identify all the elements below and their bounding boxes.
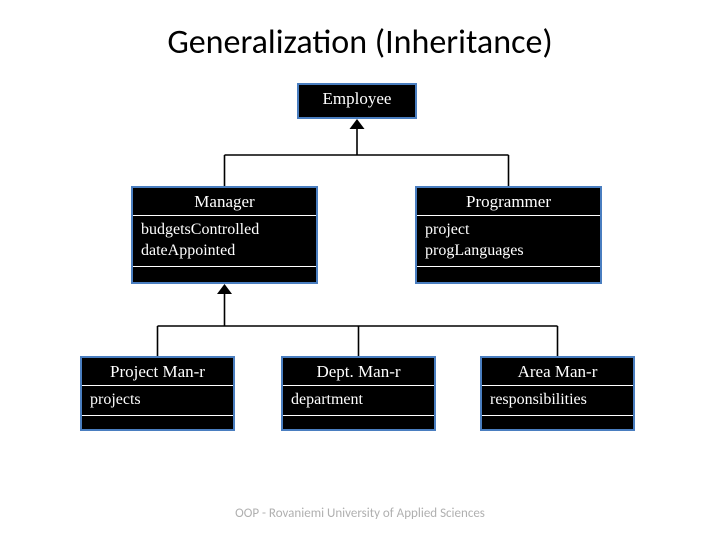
class-name: Dept. Man-r <box>283 358 434 386</box>
class-operations <box>283 415 434 429</box>
class-name: Area Man-r <box>482 358 633 386</box>
class-name: Employee <box>299 85 415 112</box>
class-attributes: budgetsControlled dateAppointed <box>133 216 316 266</box>
class-attributes: responsibilities <box>482 386 633 415</box>
class-box-manager: ManagerbudgetsControlled dateAppointed <box>131 186 318 284</box>
connector-layer <box>0 0 720 540</box>
class-attributes: projects <box>82 386 233 415</box>
class-box-projectmanr: Project Man-rprojects <box>80 356 235 431</box>
class-attributes: department <box>283 386 434 415</box>
class-name: Programmer <box>417 188 600 216</box>
class-operations <box>482 415 633 429</box>
footer-text: OOP - Rovaniemi University of Applied Sc… <box>0 506 720 522</box>
slide-title: Generalization (Inheritance) <box>0 22 720 63</box>
class-box-programmer: Programmerproject progLanguages <box>415 186 602 284</box>
class-name: Project Man-r <box>82 358 233 386</box>
class-box-deptmanr: Dept. Man-rdepartment <box>281 356 436 431</box>
class-box-areamanr: Area Man-rresponsibilities <box>480 356 635 431</box>
class-operations <box>82 415 233 429</box>
class-box-employee: Employee <box>297 83 417 119</box>
class-name: Manager <box>133 188 316 216</box>
class-attributes: project progLanguages <box>417 216 600 266</box>
class-operations <box>133 266 316 280</box>
class-operations <box>417 266 600 280</box>
